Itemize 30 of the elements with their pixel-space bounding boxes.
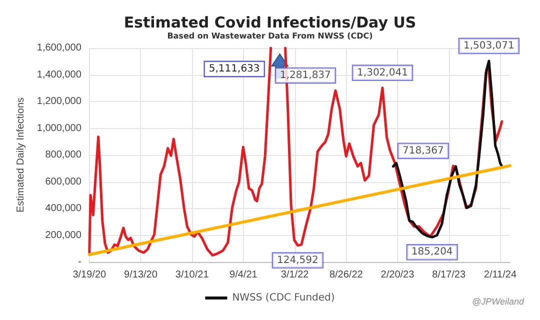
y-tick-label: 800,000 bbox=[45, 150, 82, 160]
annotation: 5,111,633 bbox=[208, 64, 260, 74]
y-tick-label: 400,000 bbox=[45, 203, 82, 214]
y-tick-label: 600,000 bbox=[45, 176, 82, 188]
y-tick-label: 1,000,000 bbox=[36, 122, 82, 134]
x-tick-label: 8/17/23 bbox=[432, 270, 466, 280]
x-tick-label: 9/4/21 bbox=[230, 270, 258, 280]
y-tick-label: - bbox=[78, 256, 82, 268]
y-axis-title: Estimated Daily Infections bbox=[16, 97, 26, 213]
chart-title: Estimated Covid Infections/Day US bbox=[124, 14, 416, 32]
x-tick-label: 3/10/21 bbox=[175, 270, 210, 280]
legend-label: NWSS (CDC Funded) bbox=[232, 292, 335, 304]
y-tick-label: 1,200,000 bbox=[36, 96, 82, 107]
x-tick-label: 8/26/22 bbox=[329, 270, 364, 280]
x-tick-label: 3/19/20 bbox=[72, 270, 107, 280]
y-tick-label: 1,600,000 bbox=[36, 42, 82, 54]
annotation: 1,281,837 bbox=[280, 70, 331, 82]
x-tick-label: 2/20/23 bbox=[380, 270, 415, 280]
annotation: 1,503,071 bbox=[463, 40, 514, 52]
annotation: 718,367 bbox=[402, 145, 444, 156]
annotation: 124,592 bbox=[276, 254, 318, 266]
y-tick-label: 200,000 bbox=[45, 230, 82, 241]
x-tick-label: 9/13/20 bbox=[124, 270, 158, 280]
annotation: 185,204 bbox=[411, 246, 453, 258]
annotation: 1,302,041 bbox=[357, 67, 408, 78]
y-tick-label: 1,400,000 bbox=[36, 69, 82, 80]
text: @JPWeiland bbox=[472, 296, 525, 306]
x-tick-label: 2/11/24 bbox=[484, 270, 517, 280]
x-tick-label: 3/1/22 bbox=[280, 270, 310, 280]
chart-subtitle: Based on Wastewater Data From NWSS (CDC) bbox=[167, 32, 373, 40]
